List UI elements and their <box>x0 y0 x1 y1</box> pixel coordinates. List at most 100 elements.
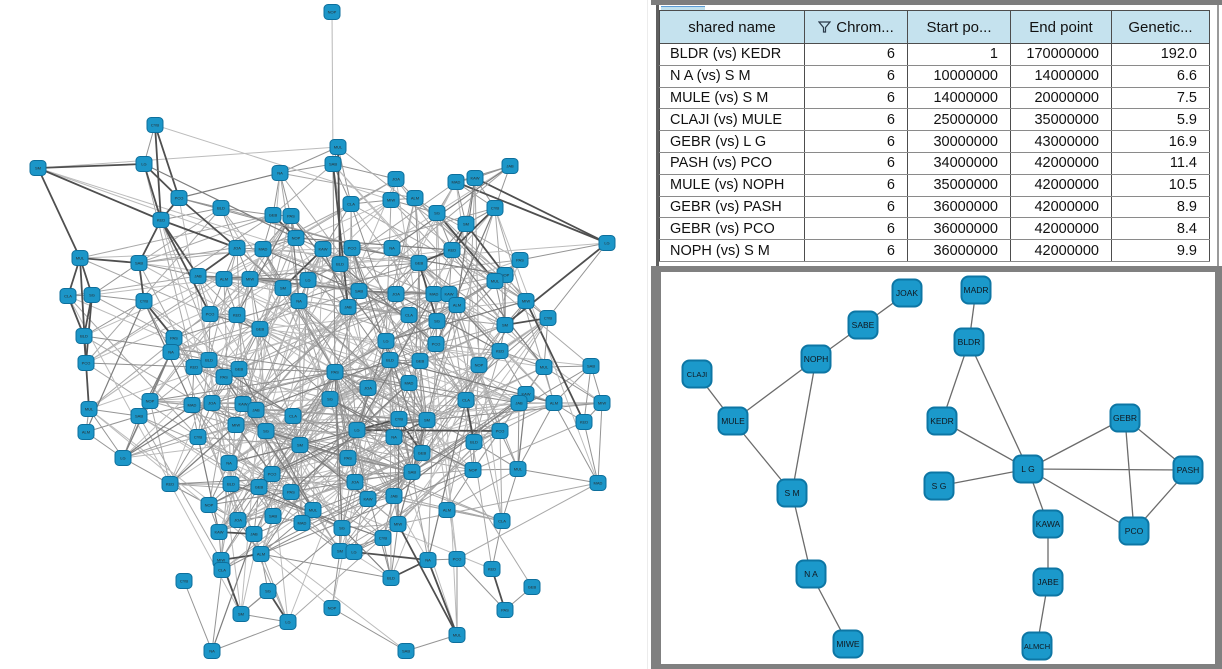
svg-text:JAB: JAB <box>506 164 514 169</box>
svg-text:NA: NA <box>296 299 302 304</box>
svg-text:CLA: CLA <box>289 414 297 419</box>
svg-text:CYB: CYB <box>151 123 160 128</box>
svg-text:NOP: NOP <box>146 399 155 404</box>
svg-text:GEB: GEB <box>256 327 265 332</box>
svg-text:CYB: CYB <box>491 206 500 211</box>
svg-text:SAB: SAB <box>587 364 595 369</box>
svg-text:KED: KED <box>496 349 504 354</box>
svg-text:SG: SG <box>339 526 345 531</box>
svg-text:ALM: ALM <box>550 401 558 406</box>
svg-text:JOA: JOA <box>351 480 359 485</box>
svg-text:KED: KED <box>190 365 198 370</box>
svg-text:PCO: PCO <box>1125 526 1144 536</box>
svg-text:KED: KED <box>580 420 588 425</box>
svg-text:SM: SM <box>502 323 508 328</box>
svg-text:SG: SG <box>327 397 333 402</box>
svg-text:NOP: NOP <box>501 273 510 278</box>
svg-text:SM: SM <box>280 286 286 291</box>
svg-text:MAD: MAD <box>405 381 414 386</box>
svg-text:BLDR: BLDR <box>958 337 981 347</box>
svg-text:KAW: KAW <box>522 392 531 397</box>
svg-text:KED: KED <box>233 313 241 318</box>
svg-text:GEB: GEB <box>415 261 424 266</box>
svg-text:NOPH: NOPH <box>804 354 829 364</box>
svg-text:CYB: CYB <box>544 316 553 321</box>
svg-text:SG: SG <box>89 293 95 298</box>
svg-text:JAB: JAB <box>344 305 352 310</box>
svg-text:CYB: CYB <box>180 579 189 584</box>
svg-text:MULE: MULE <box>721 416 745 426</box>
svg-text:ALM: ALM <box>411 196 419 201</box>
svg-text:PCO: PCO <box>432 342 441 347</box>
svg-text:CYB: CYB <box>379 536 388 541</box>
svg-text:LG: LG <box>305 278 310 283</box>
svg-text:PCO: PCO <box>453 557 462 562</box>
svg-text:MAD: MAD <box>452 180 461 185</box>
svg-text:PCO: PCO <box>206 312 215 317</box>
svg-text:NA: NA <box>391 435 397 440</box>
svg-text:SAB: SAB <box>329 162 337 167</box>
svg-text:SM: SM <box>35 166 41 171</box>
svg-text:ALM: ALM <box>453 303 461 308</box>
svg-text:S G: S G <box>932 481 947 491</box>
svg-text:JAB: JAB <box>250 532 258 537</box>
svg-text:KAW: KAW <box>319 247 328 252</box>
svg-text:JAB: JAB <box>194 274 202 279</box>
svg-text:MIW: MIW <box>598 401 606 406</box>
svg-text:MAD: MAD <box>188 403 197 408</box>
svg-text:SAB: SAB <box>355 289 363 294</box>
svg-text:GEB: GEB <box>416 359 425 364</box>
svg-text:SABE: SABE <box>852 320 875 330</box>
svg-text:MUL: MUL <box>453 633 462 638</box>
svg-text:ALM: ALM <box>443 508 451 513</box>
svg-text:MIW: MIW <box>522 299 530 304</box>
svg-text:SM: SM <box>297 443 303 448</box>
svg-text:GEB: GEB <box>235 367 244 372</box>
svg-text:MIW: MIW <box>232 423 240 428</box>
svg-text:PCO: PCO <box>268 472 277 477</box>
svg-text:SG: SG <box>434 319 440 324</box>
svg-text:CYB: CYB <box>395 417 404 422</box>
svg-text:PASH: PASH <box>1177 465 1200 475</box>
svg-text:PAS: PAS <box>287 214 295 219</box>
svg-text:PAS: PAS <box>516 258 524 263</box>
svg-text:LG: LG <box>351 550 356 555</box>
svg-text:JOA: JOA <box>234 518 242 523</box>
svg-text:N A: N A <box>804 569 818 579</box>
svg-text:NOP: NOP <box>469 468 478 473</box>
svg-text:JOA: JOA <box>233 246 241 251</box>
svg-text:BLD: BLD <box>336 262 344 267</box>
svg-text:JAB: JAB <box>252 408 260 413</box>
svg-text:PAS: PAS <box>501 608 509 613</box>
svg-text:SG: SG <box>434 211 440 216</box>
svg-text:PCO: PCO <box>175 196 184 201</box>
svg-text:KED: KED <box>448 248 456 253</box>
svg-text:MUL: MUL <box>76 256 85 261</box>
svg-text:SG: SG <box>265 589 271 594</box>
svg-text:MUL: MUL <box>309 508 318 513</box>
svg-text:JAB: JAB <box>390 494 398 499</box>
svg-text:MADR: MADR <box>963 285 988 295</box>
svg-text:LG: LG <box>604 241 609 246</box>
svg-text:SAB: SAB <box>135 261 143 266</box>
svg-text:KAW: KAW <box>239 402 248 407</box>
svg-text:KAW: KAW <box>215 530 224 535</box>
svg-text:SAB: SAB <box>269 514 277 519</box>
svg-text:LG: LG <box>141 162 146 167</box>
svg-text:SG: SG <box>263 429 269 434</box>
svg-text:PAS: PAS <box>220 375 228 380</box>
svg-text:NOP: NOP <box>475 363 484 368</box>
svg-text:MIW: MIW <box>387 198 395 203</box>
svg-text:JOA: JOA <box>392 177 400 182</box>
svg-text:LG: LG <box>354 428 359 433</box>
svg-text:NA: NA <box>389 246 395 251</box>
svg-text:SAB: SAB <box>408 470 416 475</box>
svg-text:GEB: GEB <box>418 451 427 456</box>
svg-text:PAS: PAS <box>344 456 352 461</box>
svg-text:GEBR: GEBR <box>1113 413 1137 423</box>
svg-text:JAB: JAB <box>515 401 523 406</box>
svg-text:JOA: JOA <box>392 292 400 297</box>
svg-text:CLA: CLA <box>462 398 470 403</box>
svg-text:KAW: KAW <box>471 176 480 181</box>
svg-text:ALMCH: ALMCH <box>1024 642 1050 651</box>
